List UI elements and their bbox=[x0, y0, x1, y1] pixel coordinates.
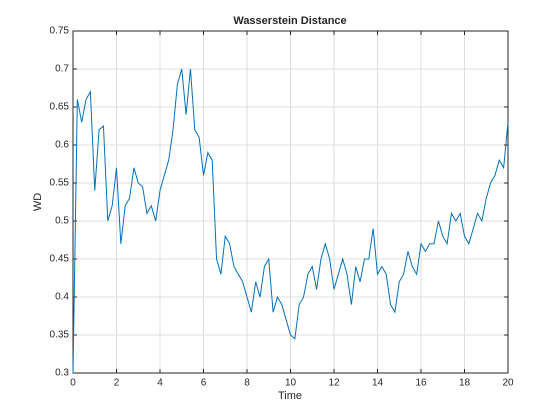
x-tick-label: 20 bbox=[502, 378, 514, 389]
x-tick-label: 0 bbox=[70, 378, 76, 389]
data-line bbox=[72, 68, 509, 374]
y-tick-label: 0.7 bbox=[55, 64, 69, 75]
y-tick-label: 0.4 bbox=[55, 292, 69, 303]
axes-box bbox=[72, 30, 509, 374]
y-tick-label: 0.35 bbox=[50, 330, 70, 341]
x-tick-label: 4 bbox=[157, 378, 163, 389]
x-tick-label: 6 bbox=[201, 378, 207, 389]
x-tick-label: 16 bbox=[415, 378, 427, 389]
x-axis-label: Time bbox=[278, 390, 302, 402]
x-tick-label: 14 bbox=[372, 378, 384, 389]
y-tick-label: 0.45 bbox=[50, 254, 70, 265]
y-tick-label: 0.6 bbox=[55, 140, 69, 151]
y-tick-label: 0.75 bbox=[50, 26, 70, 37]
x-tick-label: 8 bbox=[244, 378, 250, 389]
x-tick-label: 12 bbox=[328, 378, 340, 389]
y-axis-label: WD bbox=[32, 193, 44, 211]
y-tick-label: 0.65 bbox=[50, 102, 70, 113]
y-tick-label: 0.5 bbox=[55, 216, 69, 227]
x-tick-label: 18 bbox=[459, 378, 471, 389]
x-tick-label: 2 bbox=[114, 378, 120, 389]
y-tick-label: 0.3 bbox=[55, 368, 69, 379]
x-tick-label: 10 bbox=[285, 378, 297, 389]
y-tick-label: 0.55 bbox=[50, 178, 70, 189]
chart-title: Wasserstein Distance bbox=[233, 15, 346, 27]
